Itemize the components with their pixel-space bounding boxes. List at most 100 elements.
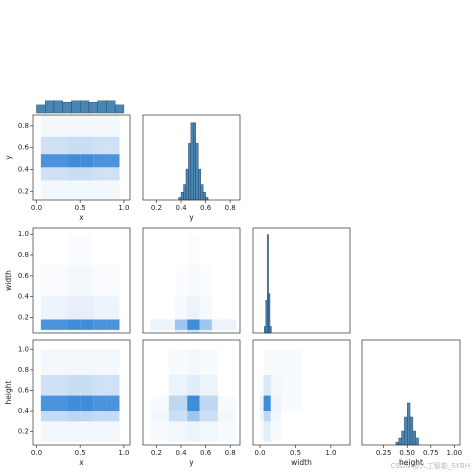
x-tick-label: 0.5 xyxy=(75,204,86,212)
heat-cell xyxy=(40,136,54,155)
heat-cell xyxy=(199,411,218,422)
heat-cell xyxy=(187,349,200,375)
y-tick-label: 0.8 xyxy=(18,251,29,259)
x-tick-label: 0.5 xyxy=(75,449,86,457)
heat-cell xyxy=(270,375,282,396)
hist-bar xyxy=(264,326,266,334)
hist-bar xyxy=(268,293,271,334)
heat-cell xyxy=(106,115,120,137)
heat-cell xyxy=(53,296,68,320)
x-tick-label: 1.00 xyxy=(447,449,463,457)
heat-cell xyxy=(40,319,54,330)
y-axis-label: width xyxy=(4,270,13,291)
hist-bar xyxy=(266,234,269,334)
heat-cell xyxy=(67,349,81,375)
heat-cell xyxy=(150,349,168,375)
heat-cell xyxy=(150,234,175,265)
heat-cell xyxy=(93,180,107,200)
heat-cell xyxy=(80,296,94,320)
heat-cell xyxy=(303,375,331,396)
heat-cell xyxy=(106,349,120,375)
y-tick-label: 0.4 xyxy=(18,407,30,415)
heat-cell xyxy=(93,265,106,296)
y-tick-label: 0.2 xyxy=(18,187,29,195)
axes-frame xyxy=(142,339,241,446)
heat-cell xyxy=(187,411,200,422)
heat-cell xyxy=(80,115,94,137)
heat-cell xyxy=(199,234,211,265)
y-axis-label: y xyxy=(4,155,13,160)
heat-cell xyxy=(271,421,282,442)
x-tick-label: 0.8 xyxy=(225,204,236,212)
x-axis-label: y xyxy=(189,458,194,467)
y-tick-label: 1.0 xyxy=(18,345,29,353)
heat-cell xyxy=(168,395,188,412)
heat-cell xyxy=(260,395,264,412)
x-tick-label: 0.0 xyxy=(31,204,42,212)
heat-cell xyxy=(54,234,67,265)
x-tick-label: 0.4 xyxy=(175,449,187,457)
x-axis-label: height xyxy=(399,458,423,467)
heat-cell xyxy=(80,154,94,168)
axes-frame xyxy=(142,114,241,201)
heat-cell xyxy=(281,375,302,396)
heat-cell xyxy=(80,234,93,265)
hist-bar xyxy=(195,143,199,201)
heat-cell xyxy=(40,421,54,442)
hist-bar xyxy=(265,299,268,334)
hist-bar xyxy=(412,430,416,446)
hist-bar xyxy=(53,100,63,114)
heat-cell xyxy=(67,154,81,168)
hist-bar xyxy=(395,442,399,446)
heat-cell xyxy=(303,349,331,375)
heat-cell xyxy=(53,375,68,396)
x-axis-label: x xyxy=(79,458,84,467)
heat-cell xyxy=(53,167,68,181)
hist-bar xyxy=(269,326,272,334)
heat-cell xyxy=(281,421,302,442)
heat-cell xyxy=(150,330,175,333)
heat-cell xyxy=(199,421,218,442)
heat-cell xyxy=(40,115,54,137)
heat-cell xyxy=(218,396,236,411)
heat-cell xyxy=(303,396,331,411)
heat-cell xyxy=(218,349,236,375)
heat-cell xyxy=(150,411,169,422)
heat-cell xyxy=(199,265,211,296)
heat-cell xyxy=(80,319,94,330)
y-tick-label: 0.8 xyxy=(18,122,29,130)
heat-cell xyxy=(106,319,120,330)
axes-frame xyxy=(32,339,131,446)
heat-cell xyxy=(41,265,54,296)
hist-bar xyxy=(79,100,90,114)
heat-cell xyxy=(260,375,264,396)
heat-cell xyxy=(80,167,94,181)
heat-cell xyxy=(174,296,188,320)
heat-cell xyxy=(106,154,120,168)
heat-cell xyxy=(150,297,175,320)
heat-cell xyxy=(281,396,302,411)
heat-cell xyxy=(187,421,200,442)
heat-cell xyxy=(53,395,68,412)
heat-cell xyxy=(187,329,200,333)
heat-cell xyxy=(106,329,120,333)
heat-cell xyxy=(187,395,200,412)
y-tick-label: 0.2 xyxy=(18,428,29,436)
heat-cell xyxy=(80,329,94,333)
axes-frame xyxy=(142,227,241,334)
heat-cell xyxy=(175,265,187,296)
x-tick-label: 1.0 xyxy=(118,204,129,212)
heat-cell xyxy=(53,154,68,168)
heat-cell xyxy=(41,234,54,265)
axes-frame xyxy=(32,114,131,201)
heat-cell xyxy=(260,349,264,375)
heat-cell xyxy=(199,319,212,330)
heat-cell xyxy=(211,319,237,330)
watermark: CSDN @人工智能_SYBH xyxy=(391,461,470,470)
heat-cell xyxy=(67,319,81,330)
heat-cell xyxy=(53,136,68,155)
heat-cell xyxy=(53,115,68,137)
heat-cell xyxy=(212,297,237,320)
heat-cell xyxy=(54,265,67,296)
